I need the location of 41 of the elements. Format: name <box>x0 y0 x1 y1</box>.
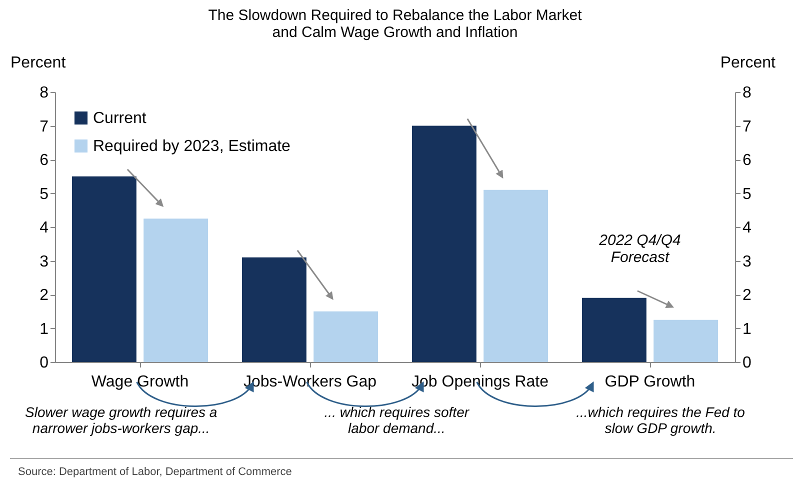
bar <box>72 176 136 362</box>
x-tick-label: Jobs-Workers Gap <box>243 374 377 390</box>
y2-tick-label: 4 <box>742 220 752 236</box>
bar <box>314 311 378 362</box>
x-tick-label: Wage Growth <box>91 374 189 390</box>
y-tick-label: 0 <box>40 354 49 372</box>
source-note: Source: Department of Labor, Department of Commerce <box>18 466 292 478</box>
y2-tick-label: 6 <box>742 152 752 169</box>
y-tick-label: 8 <box>40 84 49 102</box>
y2-tick-label: 1 <box>742 320 752 338</box>
annotation: 2022 Q4/Q4 Forecast <box>599 232 681 266</box>
y2-tick-label: 8 <box>742 84 752 102</box>
text: Slower wage growth requires a narrower jobs-workers gap... <box>25 404 218 436</box>
text: ... which requires softer labor demand... <box>324 404 470 436</box>
bar <box>242 257 306 362</box>
y-tick-label: 2 <box>40 287 49 304</box>
y-tick-label: 1 <box>40 320 49 338</box>
y2-axis-title: Percent <box>720 54 776 72</box>
y-tick-label: 6 <box>40 152 49 169</box>
x-tick-label: Job Openings Rate <box>412 374 549 390</box>
y2-tick-label: 0 <box>742 354 752 372</box>
text: The Slowdown Required to Rebalance the Labor Market <box>208 7 582 24</box>
text: ...which requires the Fed to slow GDP growth. <box>576 404 745 436</box>
bar <box>582 298 646 362</box>
bar <box>412 126 476 362</box>
y-axis-title: Percent <box>10 54 66 72</box>
text: and Calm Wage Growth and Inflation <box>272 24 518 41</box>
y-tick-label: 4 <box>40 220 49 236</box>
y-tick-label: 7 <box>40 118 49 136</box>
bar <box>484 190 548 362</box>
y2-tick-label: 2 <box>742 287 752 304</box>
y2-tick-label: 3 <box>742 253 752 270</box>
y-tick-label: 5 <box>40 186 49 203</box>
x-tick-label: GDP Growth <box>604 374 696 390</box>
legend-label: Current <box>93 110 147 127</box>
y2-tick-label: 7 <box>742 118 752 136</box>
legend-label: Required by 2023, Estimate <box>93 138 291 155</box>
bar <box>144 218 208 362</box>
bar <box>654 320 718 362</box>
y2-tick-label: 5 <box>742 186 752 203</box>
y-tick-label: 3 <box>40 253 49 270</box>
